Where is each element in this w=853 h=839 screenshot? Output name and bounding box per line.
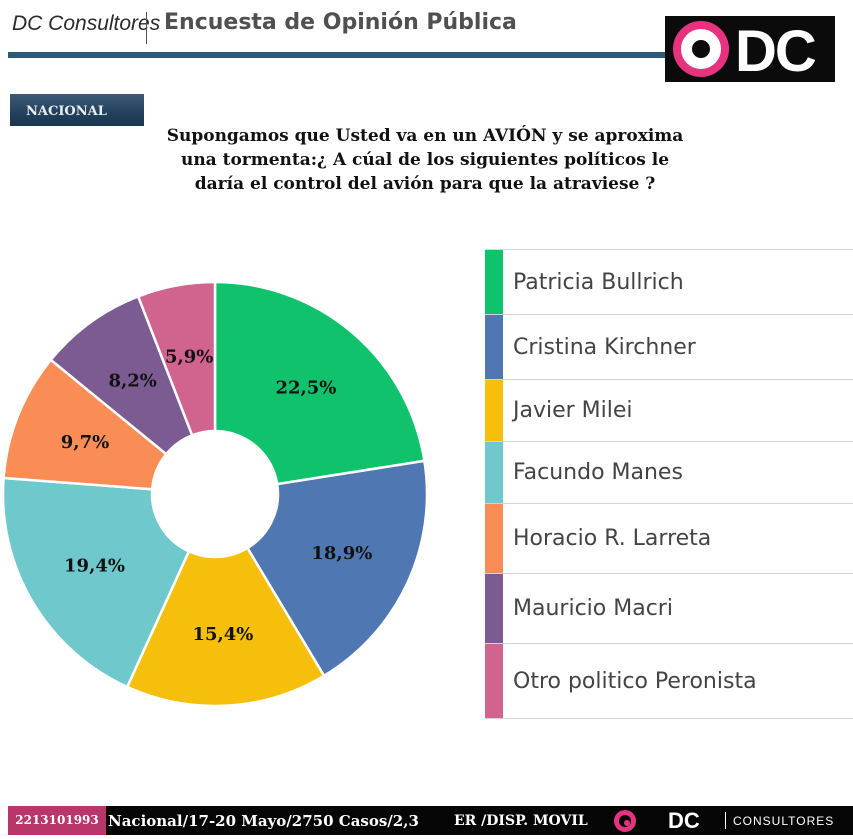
legend-item: Otro politico Peronista — [485, 643, 853, 719]
footer-logo-divider — [725, 812, 726, 829]
header-underline — [8, 52, 668, 58]
footer-survey-info: Nacional/17-20 Mayo/2750 Casos/2,3 — [108, 812, 419, 830]
question-line-3: daría el control del avión para que la a… — [194, 174, 656, 194]
footer-phone: 2213101993 — [8, 806, 106, 835]
page-title: Encuesta de Opinión Pública — [164, 10, 517, 35]
footer-bar: 2213101993 Nacional/17-20 Mayo/2750 Caso… — [8, 806, 853, 835]
slice-facundo-manes — [1, 476, 191, 689]
slice-patricia-bullrich — [213, 280, 426, 486]
slice-label: 15,4% — [192, 624, 253, 645]
legend-swatch — [485, 574, 503, 643]
legend-swatch — [485, 504, 503, 573]
legend-item: Facundo Manes — [485, 441, 853, 503]
slice-label: 19,4% — [64, 555, 125, 576]
legend-item: Patricia Bullrich — [485, 249, 853, 314]
legend-item: Javier Milei — [485, 379, 853, 441]
chart-legend: Patricia Bullrich Cristina Kirchner Javier… — [485, 249, 853, 719]
footer-logo-subtext: CONSULTORES — [733, 814, 835, 828]
legend-label: Facundo Manes — [513, 460, 683, 485]
legend-label: Mauricio Macri — [513, 596, 673, 621]
dc-logo: DC — [665, 16, 835, 82]
question-line-1: Supongamos que Usted va en un AVIÓN y se… — [166, 126, 684, 146]
footer-survey-mode: ER /DISP. MOVIL — [454, 813, 588, 829]
logo-text: DC — [735, 19, 817, 82]
survey-question: Supongamos que Usted va en un AVIÓN y se… — [120, 124, 730, 196]
logo-o-icon — [673, 21, 729, 77]
legend-item: Mauricio Macri — [485, 573, 853, 643]
legend-item: Horacio R. Larreta — [485, 503, 853, 573]
question-line-2: una tormenta:¿ A cúal de los siguientes … — [180, 150, 670, 170]
legend-label: Horacio R. Larreta — [513, 526, 712, 551]
slice-label: 5,9% — [165, 346, 213, 367]
legend-label: Otro politico Peronista — [513, 668, 757, 694]
slice-label: 8,2% — [108, 371, 156, 392]
slice-otro-politico-peronista — [136, 280, 217, 437]
nacional-badge: NACIONAL — [10, 94, 144, 126]
header-divider — [146, 12, 147, 44]
slice-mauricio-macri — [49, 294, 194, 456]
legend-label: Patricia Bullrich — [513, 269, 684, 295]
legend-swatch — [485, 380, 503, 441]
legend-label: Javier Milei — [513, 398, 633, 423]
legend-swatch — [485, 644, 503, 718]
footer-logo-o-icon — [614, 810, 636, 832]
slice-label: 22,5% — [275, 378, 336, 399]
legend-swatch — [485, 442, 503, 503]
legend-swatch — [485, 315, 503, 379]
legend-label: Cristina Kirchner — [513, 334, 696, 360]
legend-item: Cristina Kirchner — [485, 314, 853, 379]
slice-label: 9,7% — [61, 432, 109, 453]
slice-javier-milei — [125, 546, 326, 708]
slice-label: 18,9% — [311, 543, 372, 564]
donut-chart: 22,5% 18,9% 15,4% 19,4% 9,7% 8,2% 5,9% — [1, 280, 429, 708]
brand-name: DC Consultores — [12, 12, 161, 35]
slice-horacio-r-larreta — [2, 358, 168, 491]
legend-swatch — [485, 250, 503, 314]
footer-logo-text: DC — [668, 808, 700, 833]
